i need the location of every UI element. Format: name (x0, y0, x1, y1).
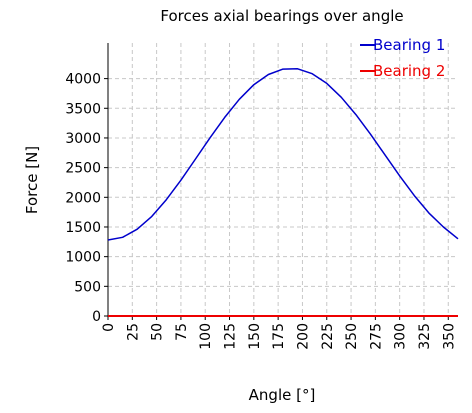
x-tick-label: 300 (393, 323, 409, 350)
y-ticks: 0 500 1000 1500 2000 2500 3000 3500 4000 (65, 72, 108, 325)
x-tick-label: 0 (101, 323, 117, 332)
axes (104, 43, 458, 320)
y-tick-label: 500 (74, 279, 101, 295)
x-tick-label: 225 (320, 323, 336, 350)
x-tick-label: 350 (441, 323, 457, 350)
y-tick-label: 0 (92, 309, 101, 325)
legend-label-1: Bearing 1 (373, 36, 445, 54)
chart-title: Forces axial bearings over angle (160, 7, 403, 25)
x-axis-label: Angle [°] (249, 386, 316, 404)
x-tick-label: 25 (125, 323, 141, 341)
x-tick-label: 175 (271, 323, 287, 350)
x-tick-label: 325 (417, 323, 433, 350)
x-ticks: 0 25 50 75 100 125 150 175 200 225 250 275 300 325 350 (101, 316, 457, 350)
series-line-1 (107, 68, 459, 241)
y-tick-label: 1500 (65, 220, 101, 236)
y-tick-label: 2500 (65, 161, 101, 177)
y-tick-label: 1000 (65, 250, 101, 266)
x-tick-label: 200 (295, 323, 311, 350)
y-tick-label: 3500 (65, 101, 101, 117)
y-tick-label: 2000 (65, 190, 101, 206)
x-tick-label: 125 (223, 323, 239, 350)
x-tick-label: 75 (174, 323, 190, 341)
x-tick-label: 100 (198, 323, 214, 350)
legend-label-2: Bearing 2 (373, 62, 445, 80)
y-tick-label: 4000 (65, 72, 101, 88)
x-tick-label: 250 (344, 323, 360, 350)
x-tick-label: 50 (150, 323, 166, 341)
legend: Bearing 1 Bearing 2 (360, 36, 445, 80)
y-axis-label: Force [N] (23, 146, 41, 214)
x-tick-label: 150 (247, 323, 263, 350)
y-tick-label: 3000 (65, 131, 101, 147)
x-tick-label: 275 (368, 323, 384, 350)
grid (107, 43, 458, 316)
series (107, 68, 459, 317)
